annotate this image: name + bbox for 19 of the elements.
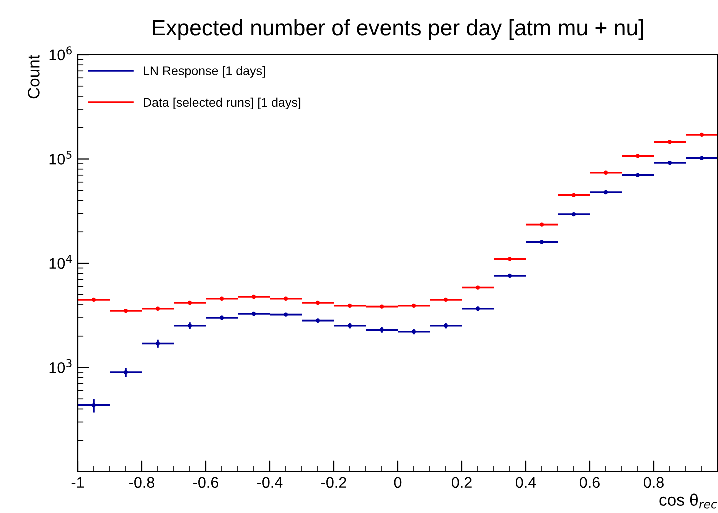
legend-label: Data [selected runs] [1 days] [144,98,301,110]
x-tick-label: 0 [394,477,402,488]
chart-title: Expected number of events per day [atm mu + nu] [153,19,644,40]
legend-label: LN Response [1 days] [144,66,266,78]
x-tick-label: -0.6 [194,477,218,488]
x-tick-label: 0.8 [644,477,664,488]
x-axis-title: cos θ$_{rec}$ [660,494,718,509]
x-tick-label: -1 [72,477,84,488]
x-tick-label: 0.6 [580,477,600,488]
y-tick-label: 10$^{3}$ [50,359,72,374]
y-axis-title: Count [28,55,40,99]
x-tick-label: -0.8 [130,477,154,488]
y-tick-label: 10$^{5}$ [50,151,72,165]
x-tick-label: -0.4 [258,477,283,488]
x-tick-label: 0.2 [452,477,472,488]
y-tick-label: 10$^{6}$ [50,46,72,61]
x-tick-label: 0.4 [516,477,536,488]
y-tick-label: 10$^{4}$ [50,255,72,270]
x-tick-label: -0.2 [322,477,346,488]
